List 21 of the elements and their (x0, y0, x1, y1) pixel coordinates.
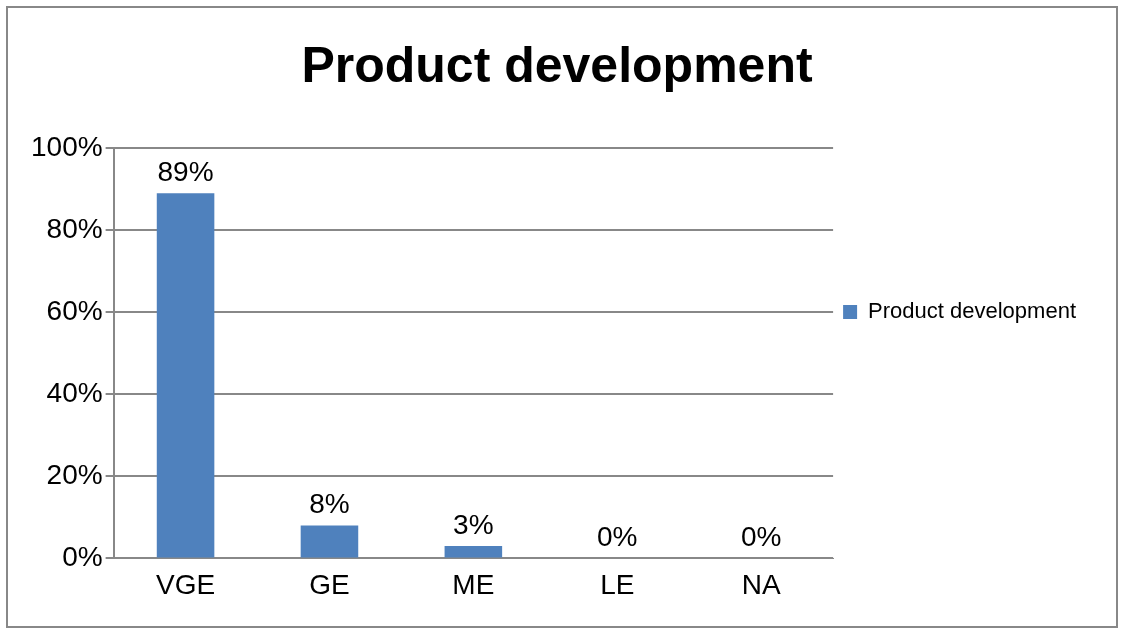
bar (444, 546, 503, 558)
x-tick-label: LE (600, 568, 635, 600)
chart-title: Product development (301, 36, 813, 93)
data-label: 8% (309, 488, 350, 520)
bar (156, 193, 215, 558)
x-tick-label: GE (309, 568, 350, 600)
bar (300, 525, 359, 558)
x-tick-label: VGE (155, 568, 216, 600)
y-tick-label: 100% (30, 130, 103, 162)
y-tick-label: 0% (62, 541, 103, 573)
y-tick-label: 40% (46, 376, 103, 408)
data-label: 3% (453, 508, 494, 540)
y-tick-label: 20% (46, 459, 103, 491)
legend-label: Product development (868, 298, 1076, 324)
data-label: 0% (740, 521, 782, 553)
x-tick-label: NA (741, 568, 781, 600)
y-tick-label: 80% (46, 212, 103, 244)
y-tick-label: 60% (46, 294, 103, 326)
data-label: 0% (597, 521, 638, 553)
x-tick-label: ME (452, 568, 495, 600)
data-label: 89% (157, 155, 214, 187)
